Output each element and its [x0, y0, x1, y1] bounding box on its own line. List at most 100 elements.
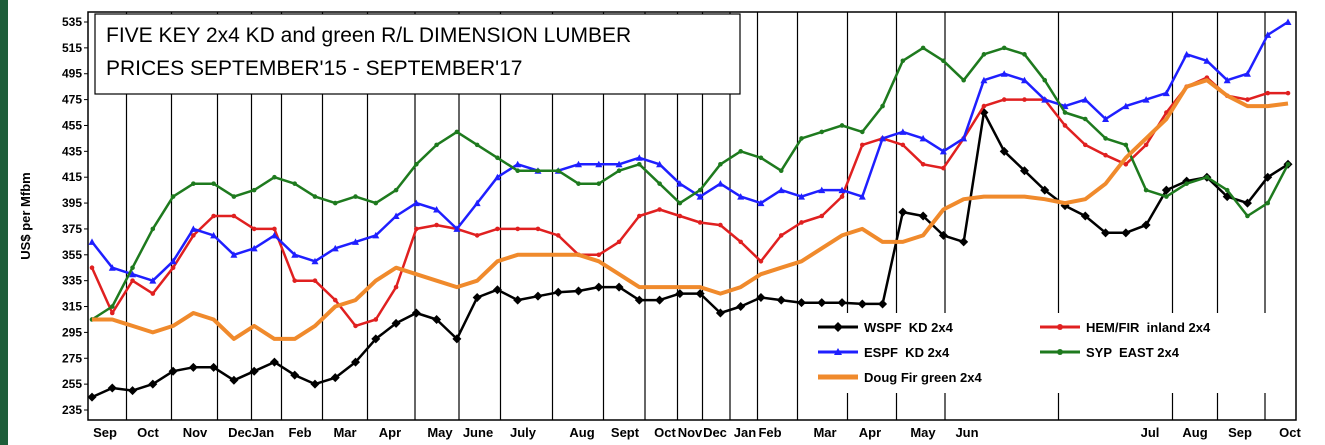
point-marker: [209, 362, 219, 372]
point-marker: [961, 77, 966, 83]
point-marker: [1184, 181, 1189, 186]
point-marker: [737, 193, 745, 200]
x-tick-label: Oct: [137, 425, 159, 440]
point-marker: [188, 362, 198, 372]
y-tick-label: 415: [62, 170, 82, 184]
y-tick-label: 435: [62, 144, 82, 158]
point-marker: [1001, 45, 1007, 51]
point-marker: [676, 180, 684, 187]
y-tick-label: 535: [62, 15, 82, 29]
x-tick-label: Apr: [859, 425, 881, 440]
point-marker: [716, 180, 724, 187]
point-marker: [453, 225, 461, 232]
point-marker: [414, 161, 419, 167]
x-tick-label: Sep: [93, 425, 117, 440]
point-marker: [860, 129, 865, 135]
point-marker: [918, 211, 928, 221]
point-marker: [1263, 172, 1273, 182]
point-marker: [168, 366, 178, 376]
point-marker: [473, 199, 481, 207]
point-marker: [757, 199, 765, 207]
x-tick-label: Nov: [678, 425, 703, 440]
point-marker: [819, 213, 825, 219]
x-tick-label: Apr: [379, 425, 401, 440]
point-marker: [251, 226, 257, 232]
point-marker: [776, 295, 786, 305]
legend-marker: [1057, 349, 1063, 355]
point-marker: [839, 194, 845, 199]
point-marker: [777, 186, 785, 194]
point-marker: [130, 278, 135, 283]
point-marker: [1121, 228, 1131, 238]
point-marker: [310, 379, 320, 389]
point-marker: [533, 291, 543, 301]
point-marker: [797, 193, 805, 200]
series-line: [91, 46, 1290, 321]
point-marker: [860, 142, 865, 148]
chart-title: FIVE KEY 2x4 KD and green R/L DIMENSION …: [106, 24, 631, 47]
point-marker: [371, 334, 381, 344]
point-marker: [250, 244, 258, 252]
legend-label: WSPF KD 2x4: [864, 320, 954, 335]
point-marker: [819, 129, 825, 135]
point-marker: [1123, 161, 1129, 167]
y-tick-label: 375: [62, 222, 82, 236]
point-marker: [373, 200, 379, 206]
point-marker: [616, 168, 622, 174]
point-marker: [311, 257, 319, 265]
point-marker: [269, 357, 279, 367]
point-marker: [1164, 194, 1169, 199]
point-marker: [109, 304, 115, 309]
point-marker: [1103, 136, 1108, 141]
point-marker: [150, 226, 156, 232]
point-marker: [634, 295, 644, 305]
point-marker: [231, 194, 237, 199]
point-marker: [351, 357, 361, 367]
point-marker: [1001, 97, 1007, 102]
point-marker: [1183, 50, 1191, 58]
point-marker: [879, 134, 887, 142]
x-tick-label: Aug: [1182, 425, 1207, 440]
point-marker: [432, 314, 442, 324]
point-marker: [715, 308, 725, 318]
point-marker: [1102, 115, 1110, 122]
point-marker: [920, 161, 926, 167]
point-marker: [799, 136, 804, 141]
x-tick-label: Sept: [611, 425, 640, 440]
point-marker: [858, 193, 866, 200]
point-marker: [1284, 18, 1292, 25]
point-marker: [412, 199, 420, 207]
point-marker: [332, 200, 338, 206]
point-marker: [938, 230, 948, 240]
point-marker: [900, 58, 906, 64]
point-marker: [675, 289, 685, 299]
y-axis-label: US$ per Mfbm: [18, 172, 33, 259]
point-marker: [332, 297, 338, 303]
point-marker: [492, 285, 502, 295]
point-marker: [1123, 142, 1129, 148]
point-marker: [637, 161, 642, 167]
point-marker: [229, 375, 239, 385]
point-marker: [939, 147, 947, 155]
point-marker: [900, 142, 906, 148]
point-marker: [495, 155, 500, 161]
point-marker: [1062, 123, 1068, 128]
point-marker: [555, 168, 561, 174]
point-marker: [292, 278, 298, 283]
point-marker: [129, 270, 137, 278]
point-marker: [391, 318, 401, 328]
point-marker: [353, 323, 358, 329]
legend-marker: [833, 322, 843, 332]
point-marker: [107, 383, 117, 393]
point-marker: [637, 213, 642, 219]
point-marker: [1082, 142, 1088, 148]
legend-label: ESPF KD 2x4: [864, 345, 950, 360]
legend-label: SYP EAST 2x4: [1086, 345, 1180, 360]
x-tick-label: Sep: [1228, 425, 1252, 440]
point-marker: [1285, 161, 1291, 167]
x-tick-label: June: [463, 425, 493, 440]
point-marker: [1245, 213, 1250, 219]
point-marker: [596, 252, 602, 258]
point-marker: [291, 251, 299, 258]
